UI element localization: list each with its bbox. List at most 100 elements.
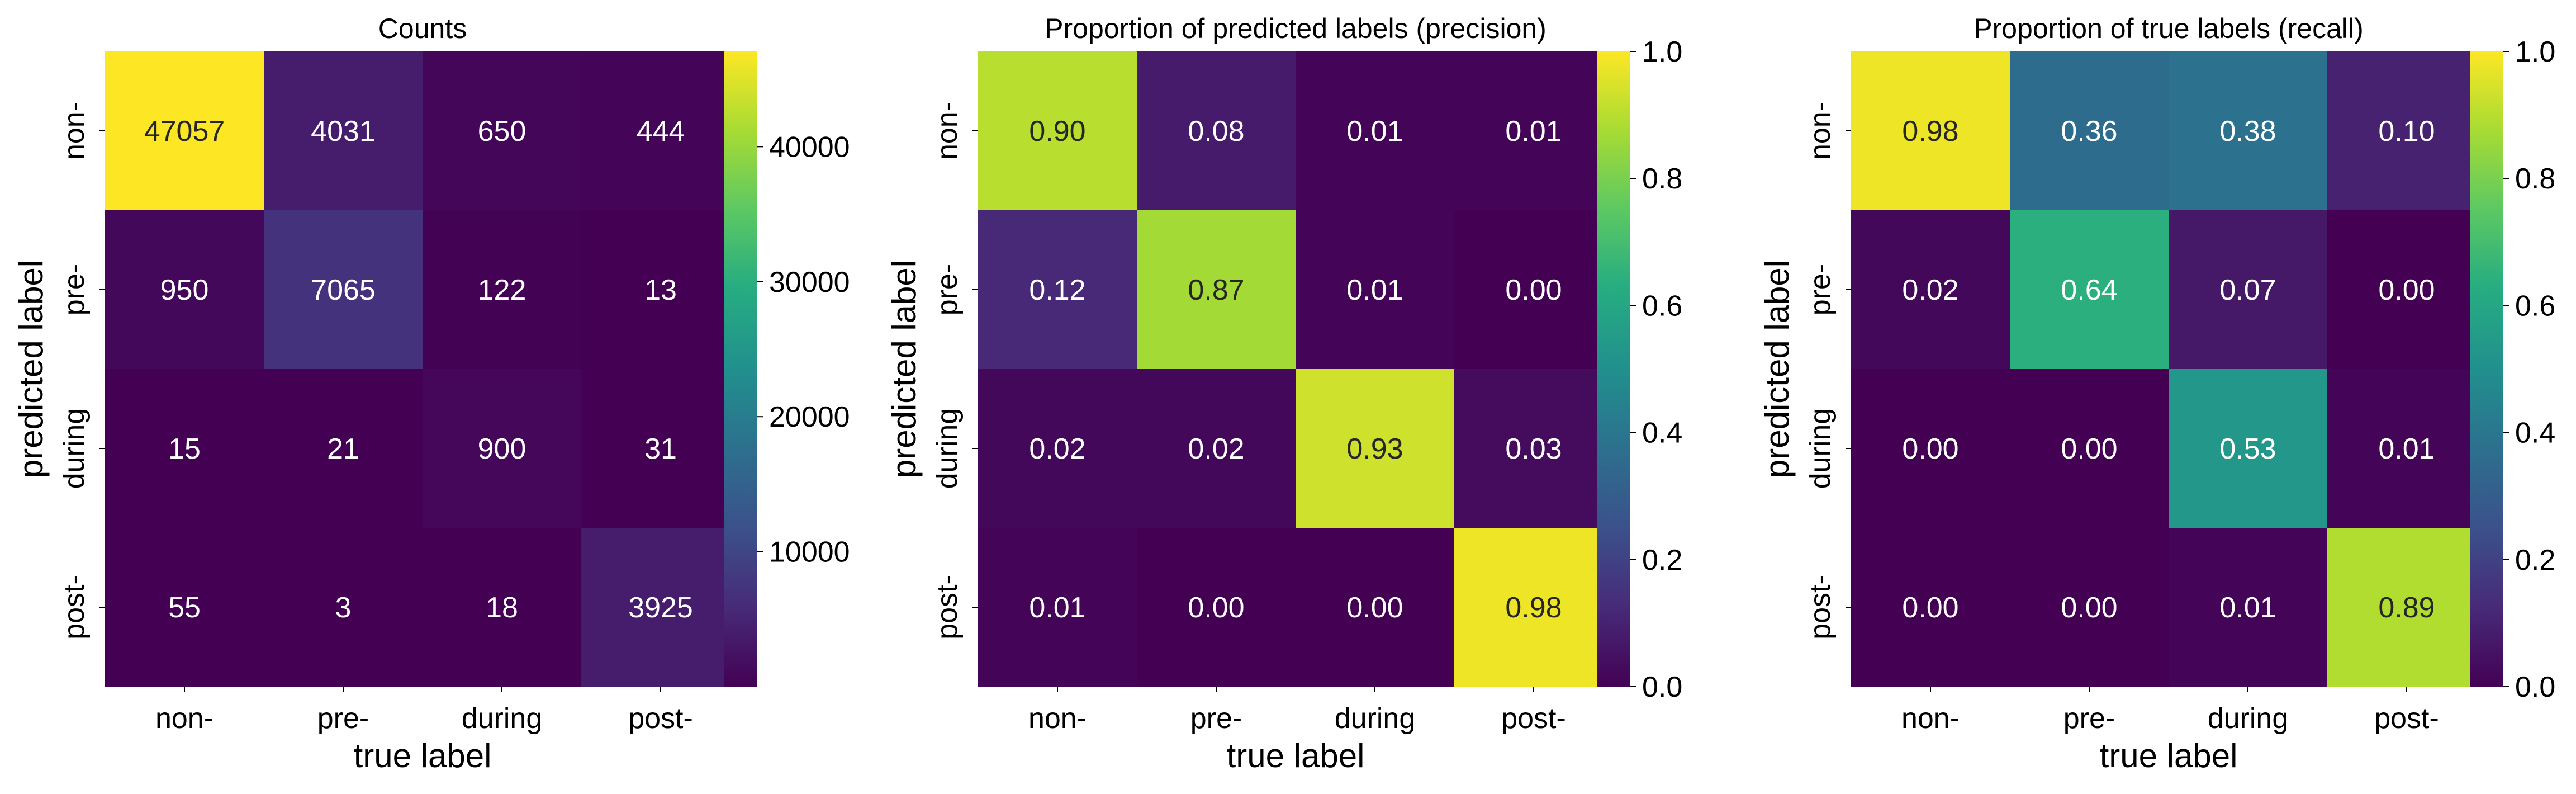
y-axis-label: predicted label xyxy=(12,260,50,478)
heatmap-cell xyxy=(1137,369,1296,528)
y-tick-label: post- xyxy=(1804,575,1837,640)
heatmap-cell xyxy=(1296,369,1455,528)
cell-value-label: 444 xyxy=(637,115,685,148)
y-tick-label: pre- xyxy=(58,264,91,315)
y-tick-label: during xyxy=(931,408,964,489)
colorbar-tick-label: 10000 xyxy=(769,536,850,569)
cell-value-label: 0.89 xyxy=(2378,592,2435,624)
cell-value-label: 0.98 xyxy=(1902,115,1958,148)
heatmap-cell xyxy=(978,51,1137,211)
heatmap-cell xyxy=(264,51,423,211)
colorbar-tick-label: 0.6 xyxy=(2515,290,2555,322)
x-axis-label: true label xyxy=(2100,737,2238,774)
heatmap-cell xyxy=(105,528,264,687)
cell-value-label: 0.87 xyxy=(1188,274,1244,306)
y-tick-label: pre- xyxy=(1804,264,1837,315)
cell-value-label: 0.03 xyxy=(1505,433,1562,465)
heatmap-cell xyxy=(264,210,423,370)
cell-value-label: 0.08 xyxy=(1188,115,1244,148)
x-tick-label: post- xyxy=(1501,702,1566,735)
colorbar xyxy=(2470,51,2503,687)
colorbar xyxy=(1597,51,1630,687)
cell-value-label: 0.01 xyxy=(1346,274,1403,306)
y-tick-label: non- xyxy=(58,102,91,160)
y-tick-label: during xyxy=(1804,408,1837,489)
heatmap-cell xyxy=(1454,51,1614,211)
colorbar-tick-label: 0.0 xyxy=(1642,671,1682,703)
colorbar xyxy=(724,51,757,687)
chart-title: Proportion of predicted labels (precisio… xyxy=(1045,13,1546,44)
cell-value-label: 15 xyxy=(168,433,201,465)
colorbar-tick-label: 1.0 xyxy=(2515,36,2555,68)
x-tick-label: during xyxy=(462,702,543,735)
heatmap-cell xyxy=(978,210,1137,370)
cell-value-label: 650 xyxy=(478,115,526,148)
colorbar-tick-label: 0.8 xyxy=(1642,163,1682,195)
cell-value-label: 0.02 xyxy=(1188,433,1244,465)
cell-value-label: 0.01 xyxy=(1346,115,1403,148)
heatmap-cell xyxy=(581,51,741,211)
colorbar-tick-label: 0.2 xyxy=(2515,544,2555,576)
x-tick-label: pre- xyxy=(317,702,369,735)
colorbar-tick-label: 0.4 xyxy=(1642,417,1682,450)
x-tick-label: non- xyxy=(1901,702,1960,735)
cell-value-label: 18 xyxy=(486,592,518,624)
heatmap-cell xyxy=(1851,51,2010,211)
cell-value-label: 950 xyxy=(160,274,209,306)
cell-value-label: 0.00 xyxy=(1188,592,1244,624)
heatmap-cell xyxy=(2010,528,2169,687)
cell-value-label: 0.01 xyxy=(2219,592,2276,624)
y-tick-label: post- xyxy=(931,575,964,640)
heatmap-cell xyxy=(1137,51,1296,211)
heatmap-cell xyxy=(423,528,582,687)
cell-value-label: 0.00 xyxy=(1902,433,1958,465)
heatmap-cell xyxy=(2010,369,2169,528)
x-tick-label: during xyxy=(2208,702,2289,735)
colorbar-tick-label: 20000 xyxy=(769,401,850,433)
cell-value-label: 55 xyxy=(168,592,201,624)
cell-value-label: 3 xyxy=(335,592,352,624)
heatmap-cell xyxy=(2169,210,2328,370)
cell-value-label: 0.02 xyxy=(1902,274,1958,306)
y-axis-label: predicted label xyxy=(1758,260,1796,478)
x-tick-label: post- xyxy=(2374,702,2439,735)
cell-value-label: 0.01 xyxy=(1029,592,1085,624)
heatmap-cell xyxy=(423,369,582,528)
y-tick-label: pre- xyxy=(931,264,964,315)
heatmap-cell xyxy=(581,369,741,528)
y-tick-label: non- xyxy=(931,102,964,160)
y-tick-label: non- xyxy=(1804,102,1837,160)
heatmap-cell xyxy=(581,528,741,687)
y-tick-label: during xyxy=(58,408,91,489)
colorbar-tick-label: 0.0 xyxy=(2515,671,2555,703)
heatmap-cell xyxy=(2327,369,2487,528)
heatmap-cell xyxy=(264,528,423,687)
heatmap-cell xyxy=(2169,51,2328,211)
heatmap-cell xyxy=(105,369,264,528)
cell-value-label: 0.01 xyxy=(2378,433,2435,465)
cell-value-label: 0.00 xyxy=(2061,592,2117,624)
cell-value-label: 31 xyxy=(644,433,677,465)
colorbar-tick-label: 0.2 xyxy=(1642,544,1682,576)
cell-value-label: 0.53 xyxy=(2219,433,2276,465)
heatmap-cell xyxy=(2327,210,2487,370)
heatmap-cell xyxy=(978,369,1137,528)
cell-value-label: 0.00 xyxy=(1505,274,1562,306)
heatmap-cell xyxy=(423,51,582,211)
cell-value-label: 0.00 xyxy=(1346,592,1403,624)
x-tick-label: pre- xyxy=(1190,702,1242,735)
chart-title: Proportion of true labels (recall) xyxy=(1973,13,2364,44)
chart-title: Counts xyxy=(378,13,467,44)
heatmap-cell xyxy=(423,210,582,370)
cell-value-label: 0.36 xyxy=(2061,115,2117,148)
heatmap-cell xyxy=(1454,369,1614,528)
cell-value-label: 0.00 xyxy=(1902,592,1958,624)
x-tick-label: post- xyxy=(628,702,693,735)
heatmap-cell xyxy=(2327,528,2487,687)
heatmap-cell xyxy=(105,51,264,211)
heatmap-cell xyxy=(1296,51,1455,211)
heatmap-cell xyxy=(1851,210,2010,370)
cell-value-label: 13 xyxy=(644,274,677,306)
cell-value-label: 47057 xyxy=(144,115,225,148)
heatmap-panel-2: Proportion of predicted labels (precisio… xyxy=(885,13,1682,774)
